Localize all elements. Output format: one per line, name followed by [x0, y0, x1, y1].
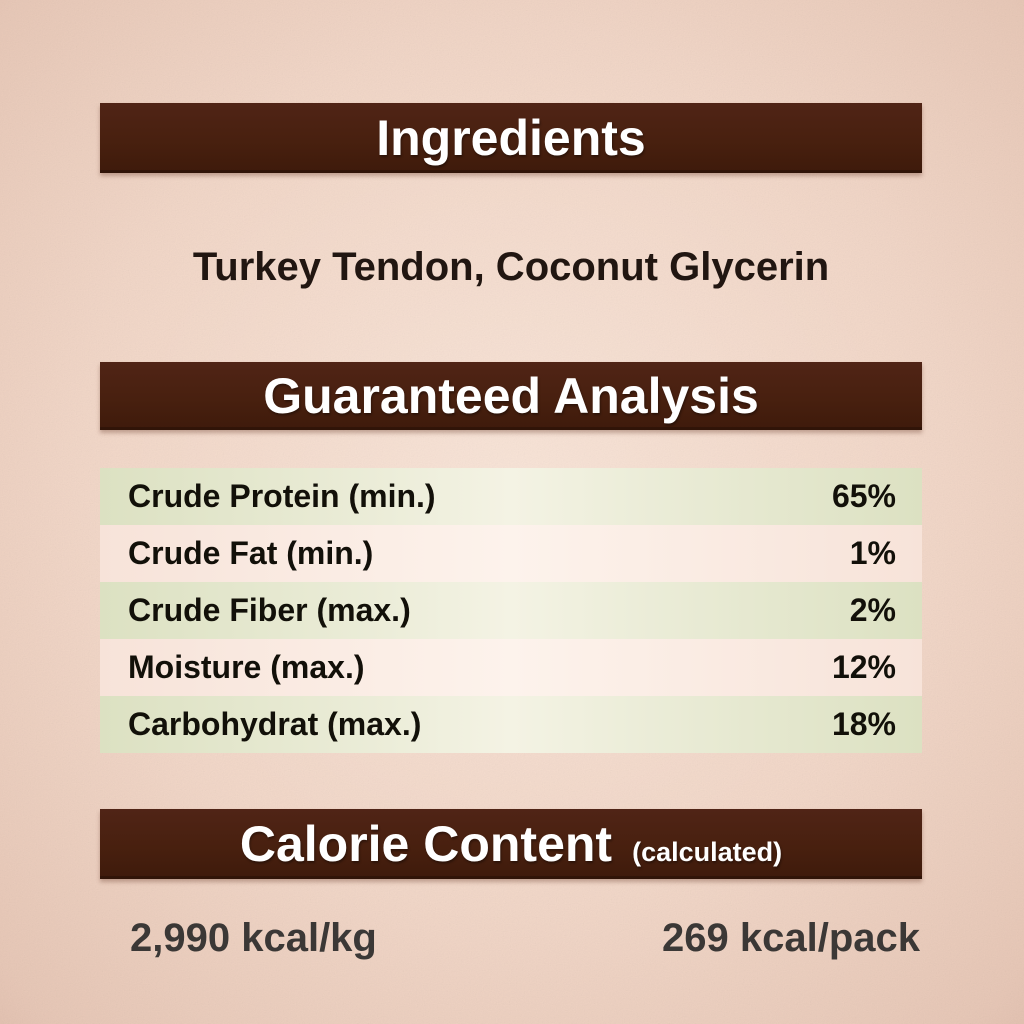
table-row: Crude Fat (min.) 1% [100, 525, 922, 582]
table-row: Crude Protein (min.) 65% [100, 468, 922, 525]
ingredients-header-bar: Ingredients [100, 103, 922, 173]
row-value: 18% [831, 706, 896, 742]
label-content: Ingredients Turkey Tendon, Coconut Glyce… [100, 0, 922, 1024]
calories-per-kg: 2,990 kcal/kg [130, 915, 377, 960]
row-label: Crude Protein (min.) [128, 478, 436, 514]
table-row: Crude Fiber (max.) 2% [100, 582, 922, 639]
calorie-content-title: Calorie Content [239, 816, 613, 872]
calorie-values-row: 2,990 kcal/kg 269 kcal/pack [100, 910, 922, 966]
row-label: Crude Fat (min.) [128, 535, 374, 571]
guaranteed-analysis-header-bar: Guaranteed Analysis [100, 362, 922, 430]
calorie-content-qualifier: (calculated) [632, 837, 783, 867]
row-label: Moisture (max.) [128, 649, 365, 685]
table-row: Carbohydrat (max.) 18% [100, 696, 922, 753]
guaranteed-analysis-title: Guaranteed Analysis [263, 368, 759, 424]
row-value: 1% [849, 535, 896, 571]
ingredients-list: Turkey Tendon, Coconut Glycerin [192, 245, 830, 289]
row-value: 65% [831, 478, 896, 514]
row-value: 12% [831, 649, 896, 685]
guaranteed-analysis-table: Crude Protein (min.) 65% Crude Fat (min.… [100, 468, 922, 753]
row-label: Crude Fiber (max.) [128, 592, 411, 628]
row-value: 2% [849, 592, 896, 628]
calorie-content-header-bar: Calorie Content (calculated) [100, 809, 922, 879]
ingredients-title: Ingredients [376, 110, 646, 166]
calories-per-pack: 269 kcal/pack [662, 915, 920, 960]
table-row: Moisture (max.) 12% [100, 639, 922, 696]
row-label: Carbohydrat (max.) [128, 706, 422, 742]
